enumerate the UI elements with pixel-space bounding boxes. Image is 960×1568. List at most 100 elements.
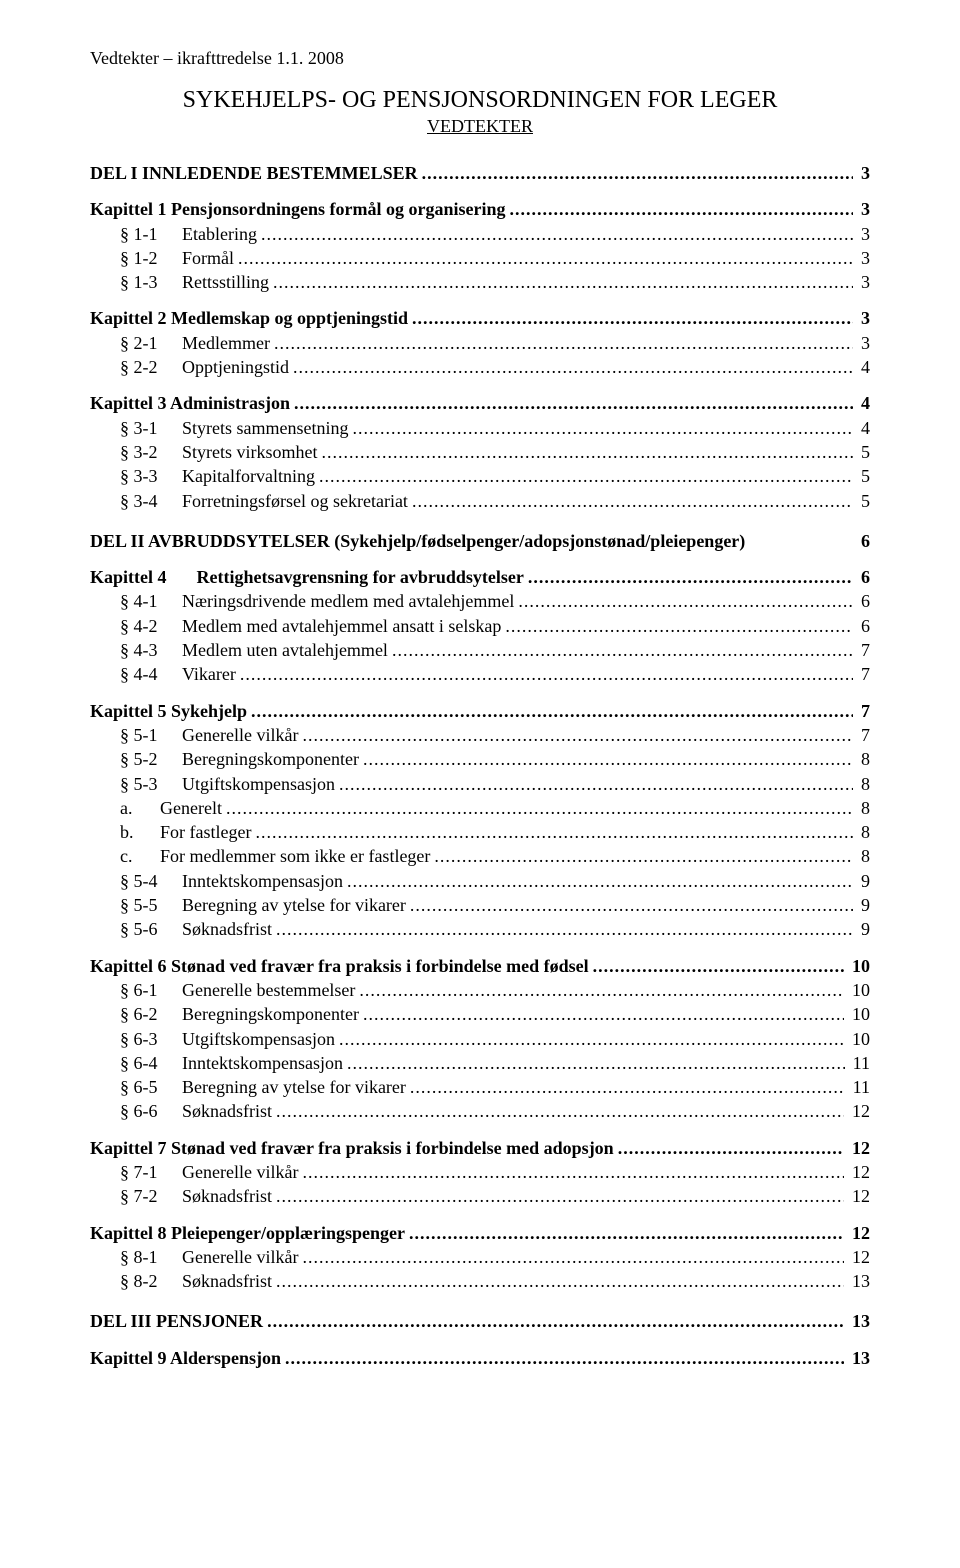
- toc-page: 5: [857, 489, 870, 513]
- toc-entry: Kapittel 2 Medlemskap og opptjeningstid 3: [90, 306, 870, 330]
- toc-page: 3: [857, 197, 870, 221]
- toc-leader: [528, 565, 853, 589]
- toc-code: § 5-5: [120, 893, 182, 917]
- toc-label: For fastleger: [160, 820, 251, 844]
- toc-code: § 8-2: [120, 1269, 182, 1293]
- toc-code: § 4-3: [120, 638, 182, 662]
- toc-page: 5: [857, 440, 870, 464]
- toc-page: 12: [848, 1160, 870, 1184]
- toc-entry: § 4-3Medlem uten avtalehjemmel7: [90, 638, 870, 662]
- toc-entry: § 2-2Opptjeningstid 4: [90, 355, 870, 379]
- toc-label: Kapittel 2 Medlemskap og opptjeningstid: [90, 306, 408, 330]
- toc-entry: § 1-1Etablering3: [90, 222, 870, 246]
- toc-entry: § 2-1Medlemmer3: [90, 331, 870, 355]
- toc-leader: [294, 391, 853, 415]
- toc-leader: [412, 306, 853, 330]
- toc-leader: [593, 954, 844, 978]
- toc-label: Styrets sammensetning: [182, 416, 348, 440]
- toc-label: DEL III PENSJONER: [90, 1309, 263, 1333]
- toc-entry: § 1-2Formål3: [90, 246, 870, 270]
- toc-entry: § 5-3Utgiftskompensasjon8: [90, 772, 870, 796]
- toc-label: Kapittel 8 Pleiepenger/opplæringspenger: [90, 1221, 405, 1245]
- toc-page: 3: [857, 161, 870, 185]
- toc-label: Søknadsfrist: [182, 1099, 272, 1123]
- toc-entry: § 3-1Styrets sammensetning4: [90, 416, 870, 440]
- toc-label: Etablering: [182, 222, 257, 246]
- toc-page: 6: [857, 565, 870, 589]
- toc-leader: [352, 416, 853, 440]
- toc-entry: § 6-3Utgiftskompensasjon10: [90, 1027, 870, 1051]
- toc-entry: § 7-2Søknadsfrist12: [90, 1184, 870, 1208]
- toc-page: 4: [857, 355, 870, 379]
- toc-leader: [251, 699, 853, 723]
- toc-page: 11: [849, 1075, 870, 1099]
- toc-code: § 1-2: [120, 246, 182, 270]
- toc-entry: § 8-1Generelle vilkår12: [90, 1245, 870, 1269]
- toc-page: 3: [857, 306, 870, 330]
- toc-label: Styrets virksomhet: [182, 440, 318, 464]
- toc-entry: a.Generelt8: [90, 796, 870, 820]
- toc-label: Vikarer: [182, 662, 236, 686]
- toc-label: Kapittel 3 Administrasjon: [90, 391, 290, 415]
- toc-label: For medlemmer som ikke er fastleger: [160, 844, 430, 868]
- toc-label: DEL II AVBRUDDSYTELSER (Sykehjelp/fødsel…: [90, 529, 745, 553]
- toc-entry: c.For medlemmer som ikke er fastleger 8: [90, 844, 870, 868]
- toc-entry: § 6-4Inntektskompensasjon11: [90, 1051, 870, 1075]
- toc-entry: § 4-2Medlem med avtalehjemmel ansatt i s…: [90, 614, 870, 638]
- toc-page: 3: [857, 331, 870, 355]
- toc-label: Formål: [182, 246, 234, 270]
- toc-entry: § 7-1Generelle vilkår12: [90, 1160, 870, 1184]
- toc-leader: [505, 614, 853, 638]
- toc-leader: [392, 638, 853, 662]
- toc-page: 5: [857, 464, 870, 488]
- toc-leader: [434, 844, 853, 868]
- toc-page: 7: [857, 662, 870, 686]
- toc-leader: [510, 197, 853, 221]
- toc-page: 4: [857, 391, 870, 415]
- toc-entry: § 8-2Søknadsfrist13: [90, 1269, 870, 1293]
- toc-leader: [238, 246, 853, 270]
- toc-entry: § 5-1Generelle vilkår7: [90, 723, 870, 747]
- toc-label: Inntektskompensasjon: [182, 869, 343, 893]
- toc-code: § 4-1: [120, 589, 182, 613]
- toc-code: § 5-6: [120, 917, 182, 941]
- toc-page: 13: [848, 1269, 870, 1293]
- toc-code: c.: [120, 844, 160, 868]
- toc-entry: Kapittel 4Rettighetsavgrensning for avbr…: [90, 565, 870, 589]
- toc-leader: [276, 1269, 844, 1293]
- toc-entry: § 3-4Forretningsførsel og sekretariat5: [90, 489, 870, 513]
- toc-label: Kapittel 1 Pensjonsordningens formål og …: [90, 197, 506, 221]
- toc-code: § 2-2: [120, 355, 182, 379]
- toc-label: Kapittel 5 Sykehjelp: [90, 699, 247, 723]
- toc-leader: [363, 747, 853, 771]
- toc-code: § 8-1: [120, 1245, 182, 1269]
- toc-page: 12: [848, 1245, 870, 1269]
- toc-entry: DEL I INNLEDENDE BESTEMMELSER3: [90, 161, 870, 185]
- toc-label: Opptjeningstid: [182, 355, 289, 379]
- toc-page: 9: [857, 917, 870, 941]
- toc-label: Medlem med avtalehjemmel ansatt i selska…: [182, 614, 501, 638]
- toc-entry: § 5-4Inntektskompensasjon9: [90, 869, 870, 893]
- toc-leader: [285, 1346, 844, 1370]
- toc-entry: Kapittel 9 Alderspensjon13: [90, 1346, 870, 1370]
- toc-label: Beregning av ytelse for vikarer: [182, 1075, 406, 1099]
- toc-label: Medlemmer: [182, 331, 270, 355]
- toc-entry: Kapittel 7 Stønad ved fravær fra praksis…: [90, 1136, 870, 1160]
- main-title: SYKEHJELPS- OG PENSJONSORDNINGEN FOR LEG…: [90, 87, 870, 114]
- toc-page: 12: [848, 1136, 870, 1160]
- toc-leader: [293, 355, 853, 379]
- toc-code: § 3-4: [120, 489, 182, 513]
- toc-label: Generelle bestemmelser: [182, 978, 355, 1002]
- toc-leader: [276, 1099, 844, 1123]
- toc-leader: [347, 1051, 845, 1075]
- toc-code: § 6-5: [120, 1075, 182, 1099]
- toc-code: § 1-1: [120, 222, 182, 246]
- toc-label: Medlem uten avtalehjemmel: [182, 638, 388, 662]
- toc-label: Kapitalforvaltning: [182, 464, 315, 488]
- header-note: Vedtekter – ikrafttredelse 1.1. 2008: [90, 48, 870, 69]
- toc-leader: [518, 589, 853, 613]
- toc-entry: Kapittel 3 Administrasjon 4: [90, 391, 870, 415]
- toc-leader: [319, 464, 853, 488]
- toc-leader: [359, 978, 844, 1002]
- toc-page: 8: [857, 844, 870, 868]
